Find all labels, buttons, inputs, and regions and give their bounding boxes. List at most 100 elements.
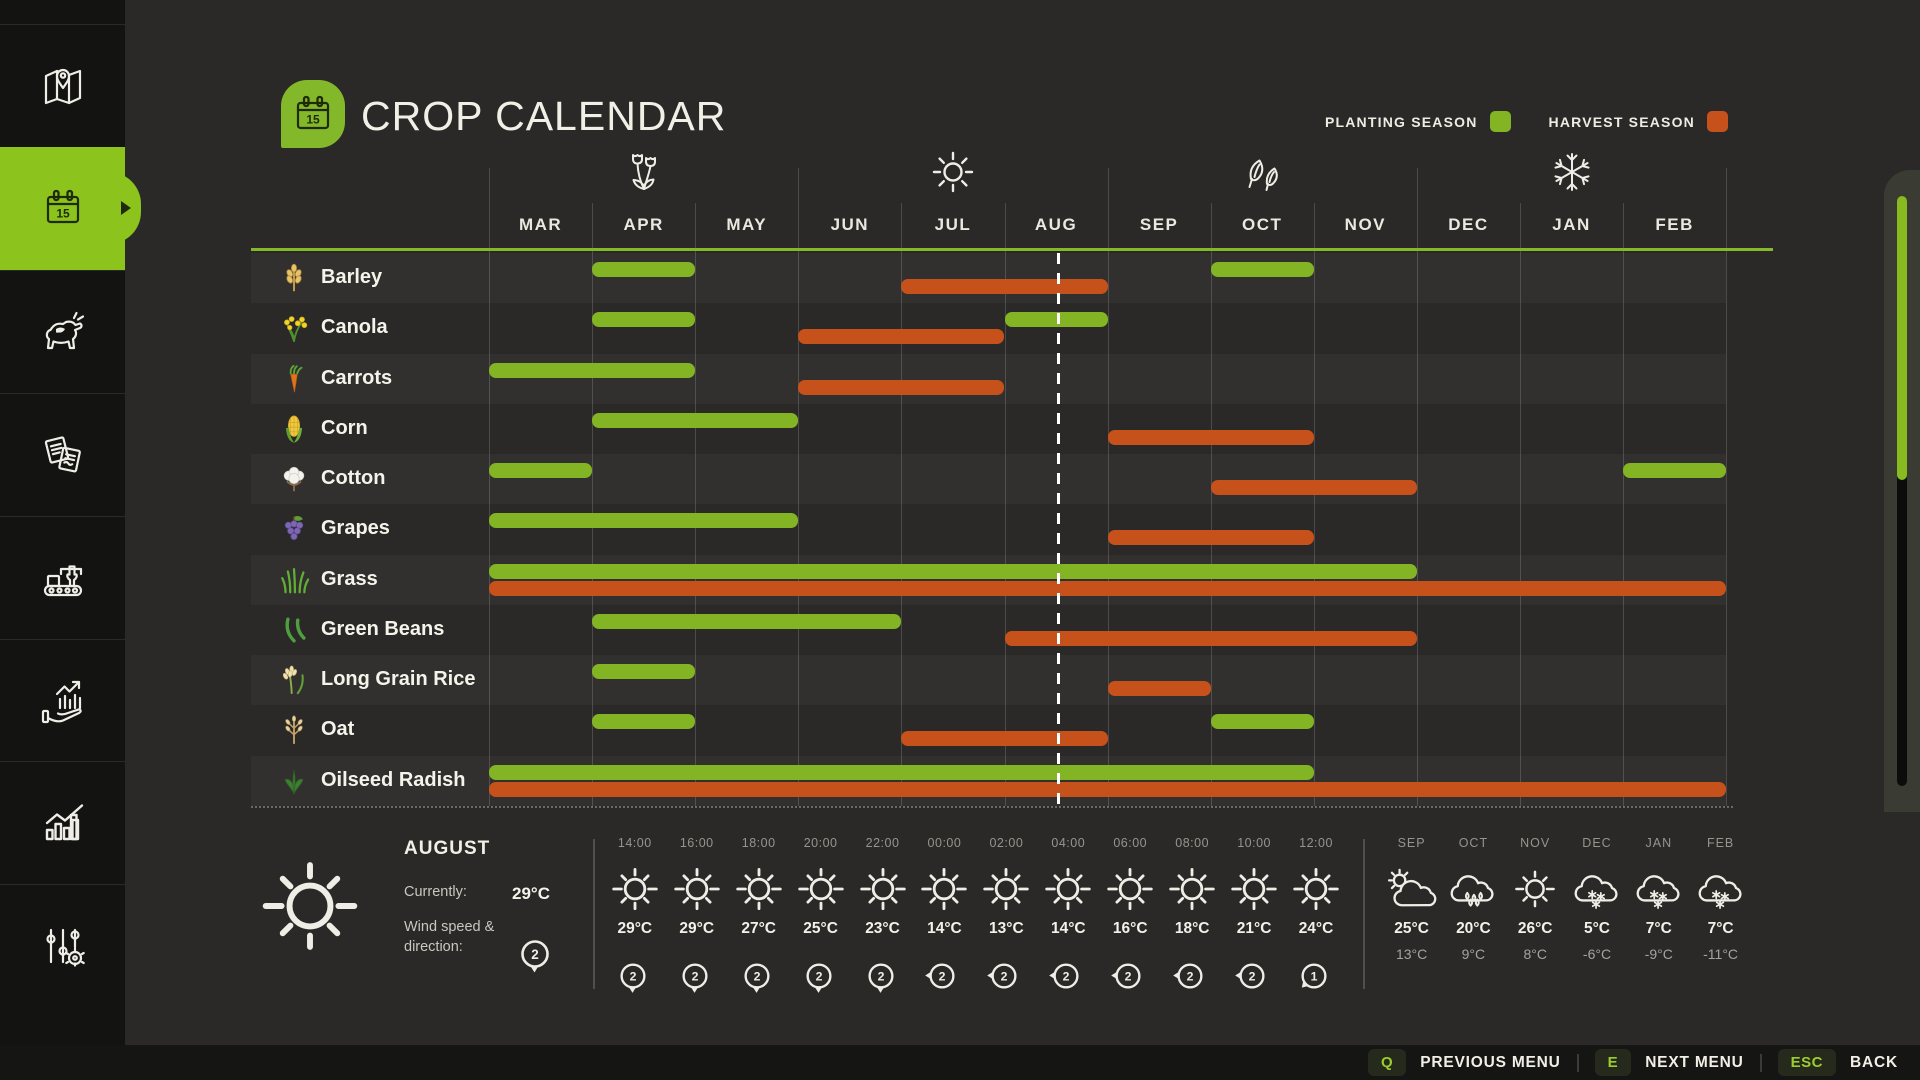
harvest-bar — [798, 329, 1005, 345]
forecast-temp: 29°C — [679, 920, 715, 937]
forecast-time: 08:00 — [1175, 836, 1210, 850]
sidebar-item-animals[interactable] — [0, 269, 125, 393]
sidebar-item-settings[interactable] — [0, 884, 125, 1007]
cow-icon — [37, 306, 89, 358]
scrollbar-thumb[interactable] — [1897, 196, 1907, 480]
harvest-bar — [489, 781, 1727, 797]
sidebar-item-map[interactable] — [0, 24, 125, 147]
finance-icon — [37, 675, 89, 727]
wind-badge: 2 — [1046, 956, 1090, 1000]
crop-row-long-grain-rice[interactable]: Long Grain Rice — [251, 655, 1726, 705]
crop-row-grass[interactable]: Grass — [251, 555, 1727, 605]
forecast-high-temp: 20°C — [1456, 920, 1491, 937]
sun-icon — [920, 865, 968, 913]
legend-harvest-label: HARVEST SEASON — [1548, 113, 1695, 130]
menu-item-back[interactable]: ESC BACK — [1777, 1049, 1898, 1076]
planting-bar — [489, 513, 799, 529]
statistics-icon — [37, 797, 89, 849]
crop-row-oilseed-radish[interactable]: Oilseed Radish — [251, 756, 1727, 806]
planting-bar — [489, 563, 1417, 579]
sun-icon — [1508, 868, 1562, 910]
snow-cloud-icon — [1632, 868, 1686, 910]
forecast-temp: 14°C — [1050, 920, 1086, 937]
planting-bar — [489, 362, 696, 378]
contracts-icon — [37, 429, 89, 481]
svg-text:2: 2 — [1063, 969, 1070, 983]
crop-row-corn[interactable]: Corn — [251, 404, 1726, 454]
month-label-feb: FEB — [1655, 215, 1694, 234]
month-gridline — [592, 203, 594, 806]
crop-row-grapes[interactable]: Grapes — [251, 504, 1726, 554]
legend-planting-swatch — [1489, 111, 1511, 132]
legend: PLANTING SEASON HARVEST SEASON — [1325, 111, 1728, 132]
menu-item-previous-menu[interactable]: Q PREVIOUS MENU — [1368, 1049, 1561, 1076]
svg-text:2: 2 — [939, 969, 946, 983]
svg-text:15: 15 — [56, 207, 70, 221]
scrollbar — [1884, 170, 1920, 812]
harvest-bar — [1107, 681, 1211, 696]
forecast-time: 02:00 — [989, 836, 1024, 850]
calendar-header-rule — [251, 248, 1773, 251]
menu-item-label: NEXT MENU — [1645, 1053, 1744, 1071]
month-label-jan: JAN — [1552, 215, 1591, 234]
wind-badge: 2 — [675, 956, 719, 1000]
crop-row-carrots[interactable]: Carrots — [251, 354, 1726, 404]
crop-name: Cotton — [321, 467, 386, 489]
forecast-temp: 24°C — [1298, 920, 1334, 937]
crop-name: Oilseed Radish — [321, 768, 466, 791]
planting-bar — [489, 764, 1314, 780]
forecast-time: 06:00 — [1113, 836, 1148, 850]
forecast-temp: 27°C — [741, 920, 776, 937]
calendar-bottom-rule — [251, 806, 1733, 808]
forecast-month: DEC — [1582, 836, 1612, 850]
month-label-nov: NOV — [1344, 215, 1387, 234]
forecast-month: FEB — [1706, 836, 1735, 850]
crop-row-cotton[interactable]: Cotton — [251, 454, 1727, 504]
snow-cloud-icon — [1694, 868, 1748, 910]
forecast-temp: 14°C — [927, 920, 962, 937]
grapes-icon — [278, 513, 310, 545]
planting-bar — [592, 312, 696, 328]
svg-text:2: 2 — [1001, 969, 1008, 983]
currently-label: Currently: — [404, 884, 467, 900]
sidebar-item-production[interactable] — [0, 515, 125, 639]
crop-name: Canola — [321, 316, 388, 339]
svg-text:2: 2 — [531, 947, 539, 962]
crop-row-canola[interactable]: Canola — [251, 303, 1726, 353]
month-gridline — [798, 168, 800, 806]
forecast-time: 00:00 — [927, 836, 962, 850]
crop-calendar-page-icon: 15 — [281, 80, 345, 148]
sun-icon — [1230, 865, 1278, 913]
svg-text:2: 2 — [1187, 969, 1194, 983]
scrollbar-track[interactable] — [1897, 196, 1907, 786]
crop-row-oat[interactable]: Oat — [251, 705, 1726, 755]
cotton-icon — [278, 463, 310, 495]
wind-badge: 2 — [613, 956, 657, 1000]
svg-text:2: 2 — [1125, 969, 1132, 983]
forecast-high-temp: 26°C — [1517, 920, 1553, 937]
sidebar-item-crop-calendar[interactable]: 15 — [0, 146, 141, 270]
planting-bar — [1210, 714, 1314, 730]
menu-item-label: PREVIOUS MENU — [1420, 1053, 1561, 1071]
wind-badge: 2 — [1232, 956, 1276, 1000]
sidebar-item-finances[interactable] — [0, 638, 125, 762]
month-gridline — [901, 203, 903, 806]
crop-row-barley[interactable]: Barley — [251, 253, 1726, 303]
sun-icon — [982, 865, 1030, 913]
harvest-bar — [798, 379, 1005, 395]
forecast-low-temp: -6°C — [1582, 946, 1612, 962]
sun-icon — [859, 865, 907, 913]
settings-icon — [37, 920, 89, 972]
sidebar-item-contracts[interactable] — [0, 392, 125, 516]
menu-item-next-menu[interactable]: E NEXT MENU — [1594, 1049, 1744, 1076]
svg-text:1: 1 — [1311, 969, 1318, 983]
sidebar-item-statistics[interactable] — [0, 761, 125, 884]
menu-divider — [1759, 1053, 1762, 1072]
crop-row-green-beans[interactable]: Green Beans — [251, 605, 1726, 655]
month-label-apr: APR — [623, 215, 664, 234]
crop-name: Long Grain Rice — [321, 668, 476, 690]
summer-sun-icon — [929, 148, 977, 196]
wind-badge: 2 — [799, 956, 843, 1000]
harvest-bar — [901, 731, 1108, 747]
planting-bar — [592, 664, 696, 679]
